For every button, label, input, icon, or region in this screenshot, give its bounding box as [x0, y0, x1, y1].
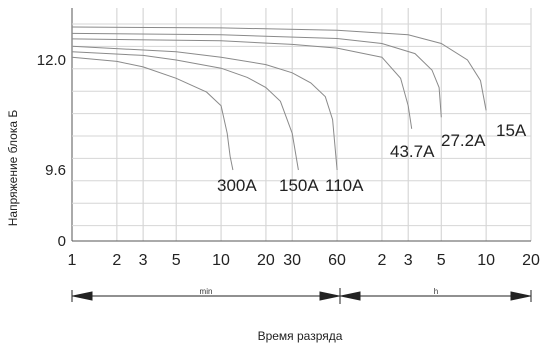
curve-label: 27.2A	[441, 131, 486, 150]
x-tick-label: 10	[477, 252, 495, 269]
discharge-curve-line	[71, 38, 413, 129]
x-tick-labels: 1 2 3 5 10 20 30 60 2 3 5 10 20	[68, 252, 540, 269]
x-tick-label: 3	[404, 252, 413, 269]
unit-arrows	[71, 288, 532, 304]
x-tick-label: 5	[437, 252, 446, 269]
curve-label: 15A	[496, 121, 527, 140]
discharge-curve-line	[71, 45, 338, 171]
grid	[71, 8, 532, 242]
x-tick-label: 30	[283, 252, 301, 269]
y-tick-labels: 0 9.6 12.0	[37, 52, 66, 250]
y-tick-label: 9.6	[45, 162, 66, 179]
x-tick-label: 20	[522, 252, 540, 269]
y-axis-title: Напряжение блока Б	[6, 110, 20, 227]
curve-labels: 300A 150A 110A 43.7A 27.2A 15A	[217, 121, 527, 195]
curve-label: 110A	[325, 176, 364, 195]
discharge-curve-line	[71, 26, 487, 111]
x-tick-label: 60	[328, 252, 346, 269]
curve-label: 43.7A	[390, 142, 435, 161]
unit-label-minutes: min	[200, 287, 213, 296]
min-arrow-right-head	[319, 291, 340, 301]
unit-label-hours: h	[434, 287, 438, 296]
x-tick-label: 5	[172, 252, 181, 269]
curve-label: 150A	[279, 176, 319, 195]
h-arrow-left-head	[340, 291, 361, 301]
y-tick-label: 0	[58, 233, 66, 250]
curve-label: 300A	[217, 176, 257, 195]
x-axis-title: Время разряда	[258, 329, 343, 343]
x-tick-label: 2	[377, 252, 386, 269]
curves	[71, 26, 487, 171]
h-arrow-right-head	[510, 291, 531, 301]
x-tick-label: 20	[257, 252, 275, 269]
x-tick-label: 3	[139, 252, 148, 269]
min-arrow-left-head	[72, 291, 93, 301]
x-tick-label: 2	[112, 252, 121, 269]
discharge-curve-line	[71, 32, 442, 118]
x-tick-label: 10	[212, 252, 230, 269]
y-tick-label: 12.0	[37, 52, 66, 69]
x-tick-label: 1	[68, 252, 77, 269]
discharge-curve-line	[71, 51, 299, 171]
discharge-curve-line	[71, 56, 234, 171]
